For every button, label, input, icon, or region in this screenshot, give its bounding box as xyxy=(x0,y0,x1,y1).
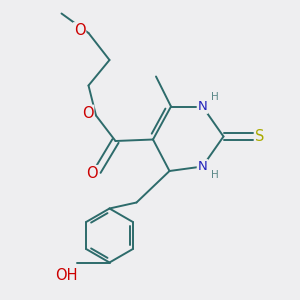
Text: N: N xyxy=(198,100,207,113)
Text: H: H xyxy=(211,170,218,181)
Text: S: S xyxy=(255,129,265,144)
Text: OH: OH xyxy=(55,268,77,284)
Text: H: H xyxy=(211,92,218,103)
Text: O: O xyxy=(74,23,85,38)
Text: O: O xyxy=(86,166,98,181)
Text: N: N xyxy=(198,160,207,173)
Text: O: O xyxy=(82,106,93,121)
